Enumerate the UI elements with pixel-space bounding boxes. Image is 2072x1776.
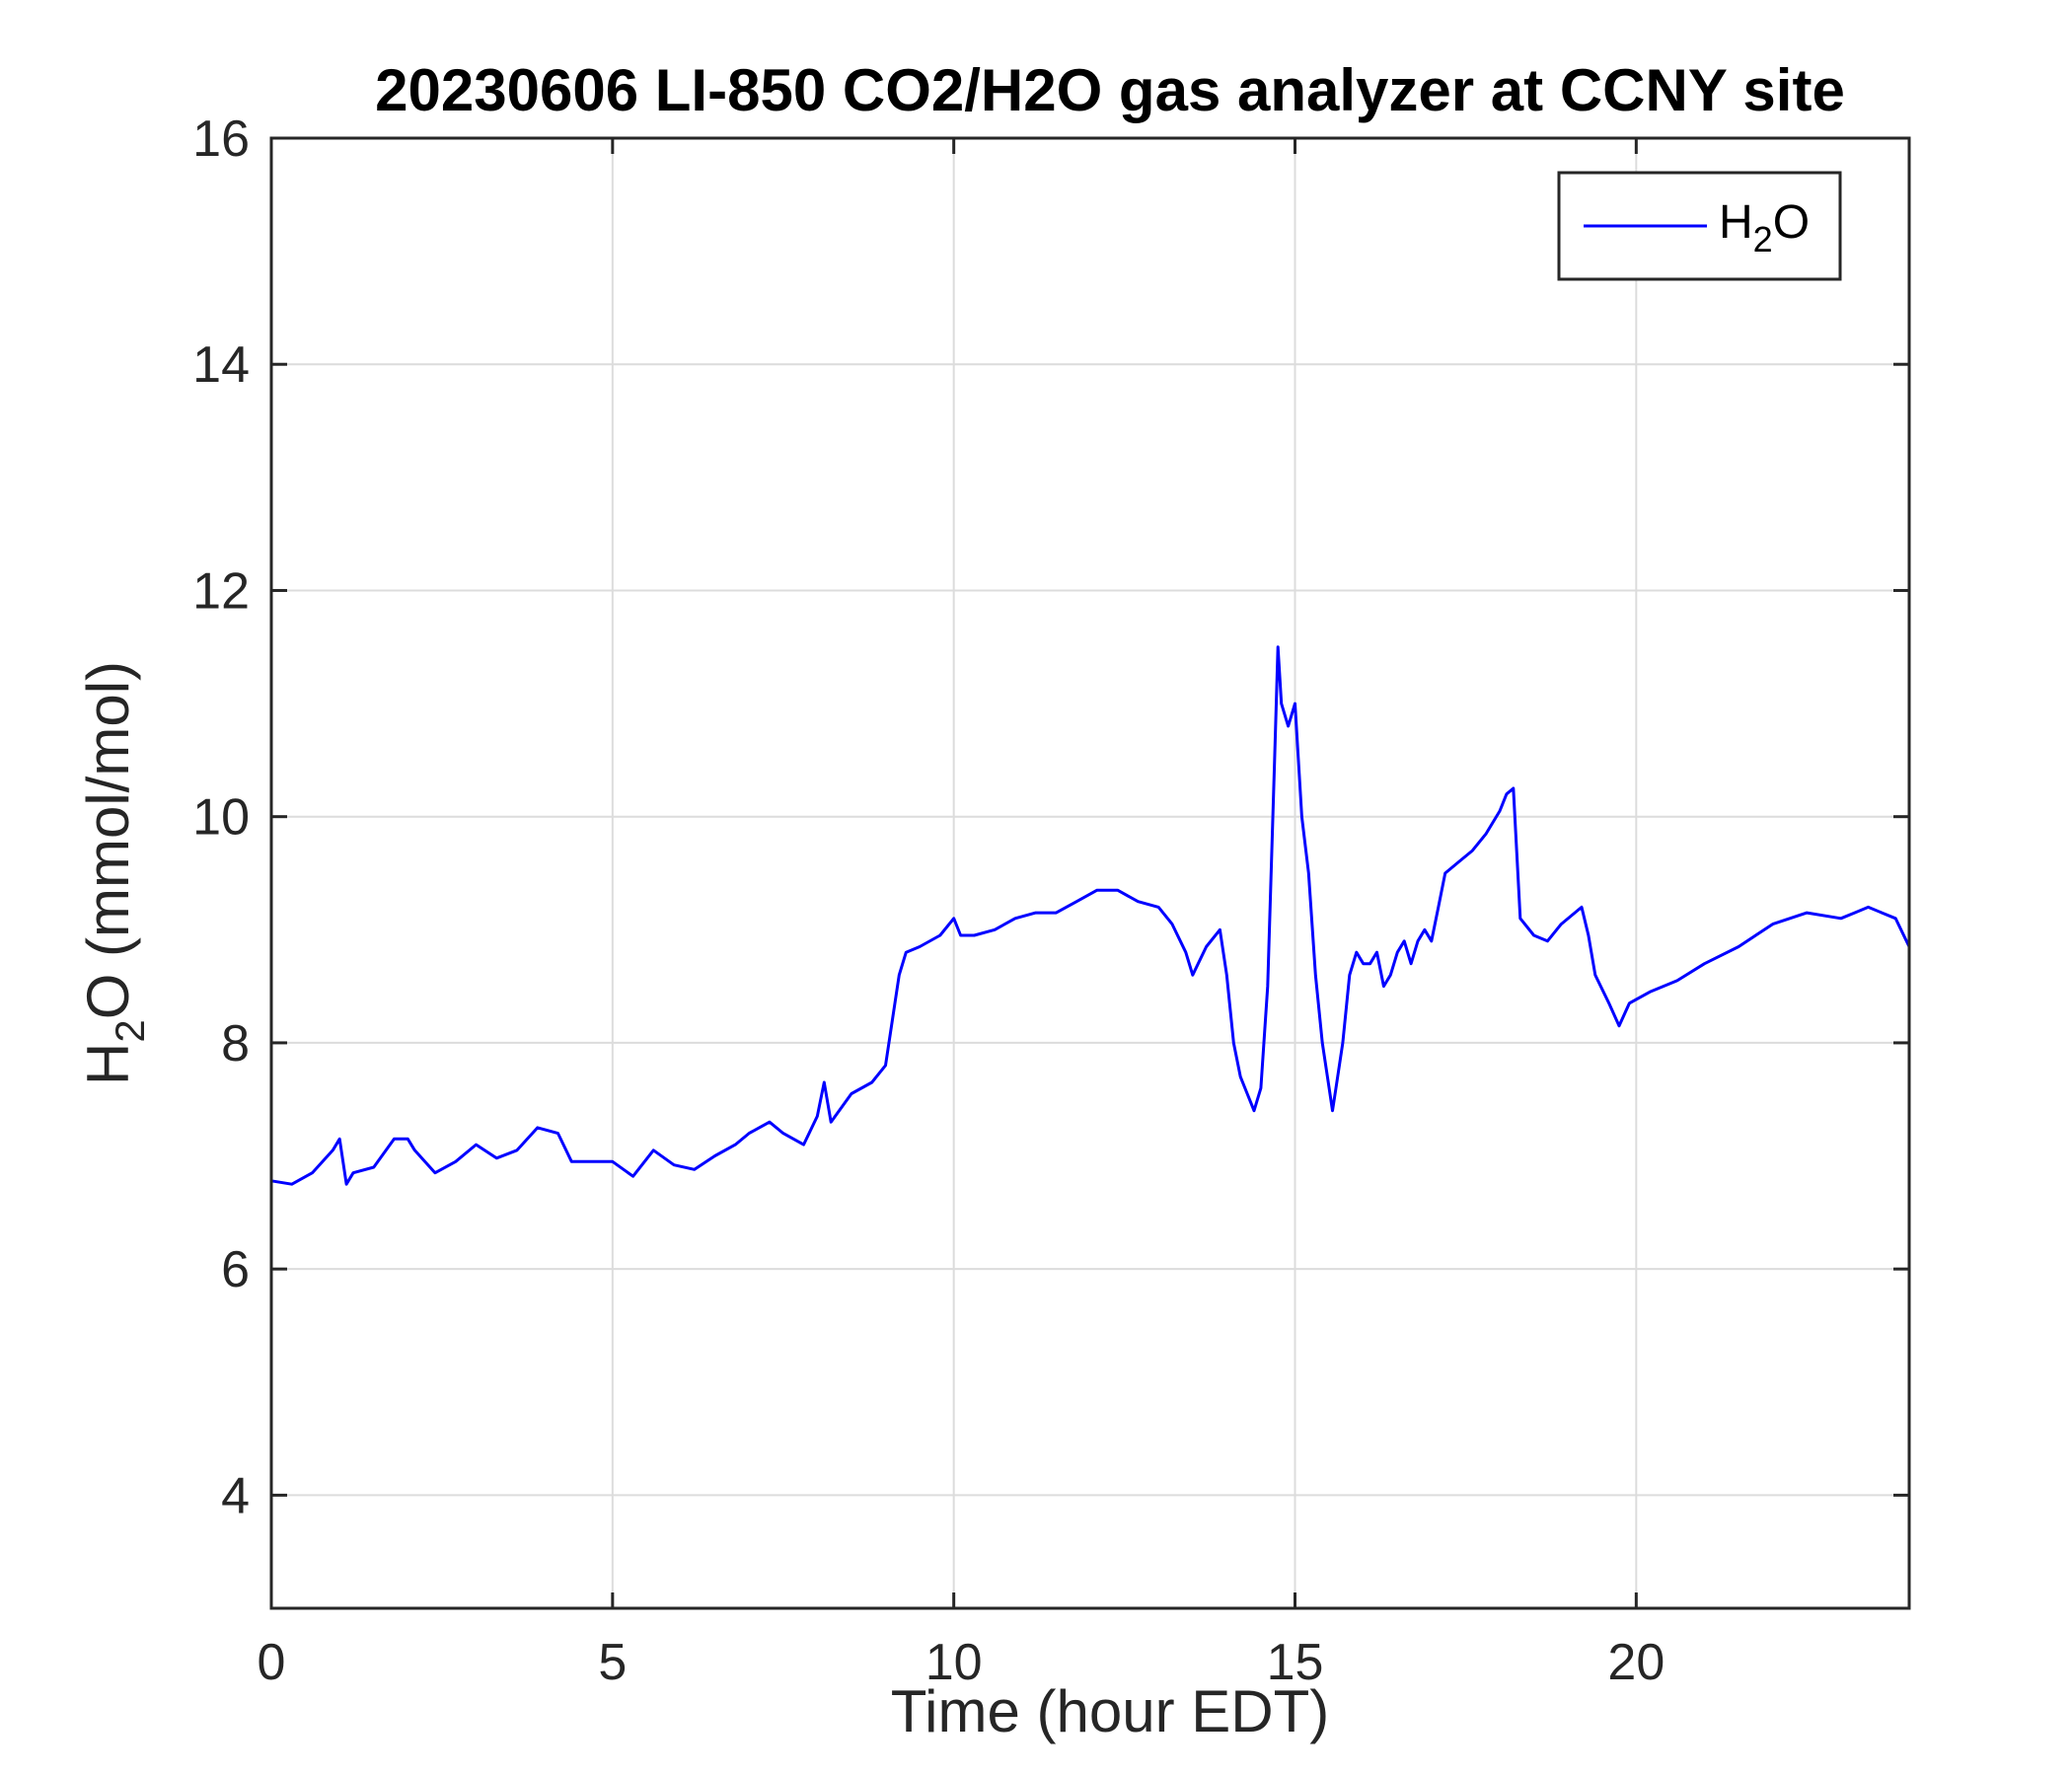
series-layer (270, 645, 1911, 1186)
x-tick-label: 0 (258, 1634, 286, 1691)
y-axis-label-rest: O (mmol/mol) (75, 661, 141, 1019)
grid (270, 137, 1909, 1608)
y-axis-label: H2O (mmol/mol) (75, 661, 153, 1085)
y-tick-label: 16 (192, 111, 250, 168)
series-line-h2o (270, 645, 1911, 1186)
x-tick-label: 10 (925, 1634, 983, 1691)
legend-label-subscript: 2 (1753, 219, 1773, 259)
chart-title: 20230606 LI-850 CO2/H2O gas analyzer at … (375, 57, 1845, 123)
legend-label-rest: O (1773, 196, 1810, 249)
y-axis-label-subscript: 2 (107, 1019, 153, 1042)
legend-label-main: H (1719, 196, 1753, 249)
x-axis-label: Time (hour EDT) (891, 1678, 1330, 1744)
x-tick-label: 15 (1267, 1634, 1324, 1691)
legend: H2O (1557, 171, 1842, 281)
legend-label-h2o: H2O (1719, 196, 1810, 259)
y-tick-label: 6 (221, 1241, 250, 1298)
y-axis-label-main: H (75, 1043, 141, 1085)
y-tick-label: 8 (221, 1015, 250, 1073)
axes-box (269, 136, 1911, 1610)
x-tick-label: 20 (1607, 1634, 1665, 1691)
y-tick-label: 10 (192, 789, 250, 847)
y-tick-label: 4 (221, 1467, 250, 1524)
ticks: 0 5 10 15 20 4 6 8 10 12 14 16 (192, 111, 1909, 1691)
axes-frame (269, 136, 1911, 1610)
y-tick-label: 14 (192, 336, 250, 394)
y-tick-label: 12 (192, 562, 250, 620)
x-tick-label: 5 (598, 1634, 627, 1691)
